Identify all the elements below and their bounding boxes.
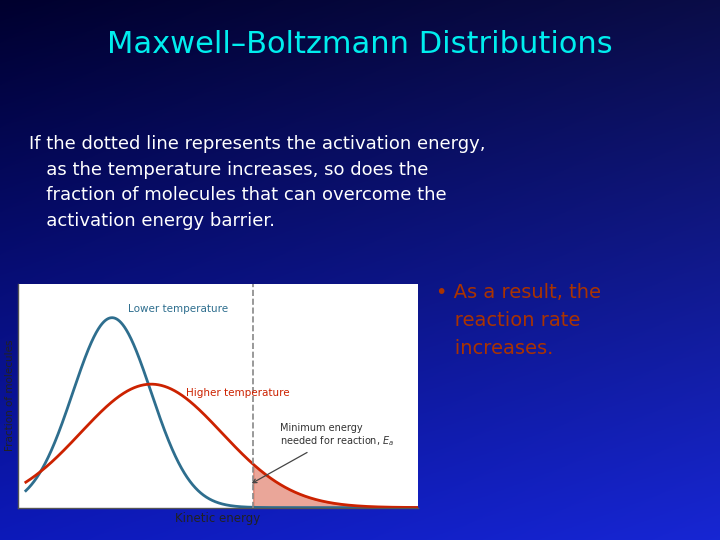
Text: Lower temperature: Lower temperature: [127, 304, 228, 314]
Text: Maxwell–Boltzmann Distributions: Maxwell–Boltzmann Distributions: [107, 30, 613, 59]
Text: • As a result, the
   reaction rate
   increases.: • As a result, the reaction rate increas…: [436, 284, 600, 359]
Text: Higher temperature: Higher temperature: [186, 388, 290, 398]
Y-axis label: Fraction of molecules: Fraction of molecules: [5, 340, 15, 451]
Text: Minimum energy
needed for reaction, $E_a$: Minimum energy needed for reaction, $E_a…: [253, 422, 395, 483]
Text: If the dotted line represents the activation energy,
   as the temperature incre: If the dotted line represents the activa…: [29, 135, 485, 230]
X-axis label: Kinetic energy: Kinetic energy: [175, 512, 261, 525]
